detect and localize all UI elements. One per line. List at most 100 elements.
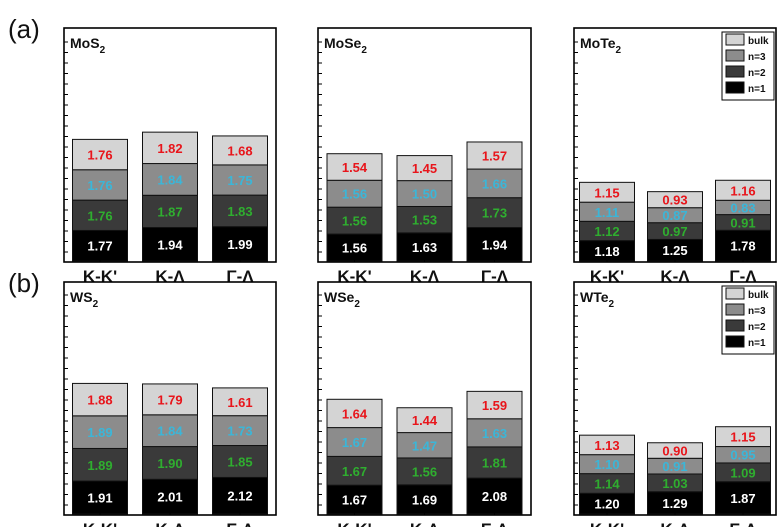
bar-value-label: 1.88 <box>87 393 112 408</box>
bar-segment <box>212 415 268 447</box>
bar-segment <box>72 447 128 482</box>
legend-swatch <box>725 65 745 78</box>
bar-value-label: 1.89 <box>87 425 112 440</box>
bar-segment <box>326 398 383 429</box>
panel-label-a: (a) <box>8 14 40 44</box>
panel-title: MoS2 <box>70 35 106 56</box>
bar-value-label: 1.14 <box>594 476 620 491</box>
bar-value-label: 1.53 <box>412 213 437 228</box>
bar-segment <box>466 168 523 199</box>
bar-segment <box>142 383 198 416</box>
x-tick-label: Γ-Λ <box>226 267 254 286</box>
bar-segment <box>647 442 703 459</box>
x-tick-label: K-Λ <box>660 267 690 286</box>
bar-value-label: 1.56 <box>342 187 367 202</box>
bar-value-label: 2.08 <box>482 489 507 504</box>
bar-segment <box>396 457 453 486</box>
bar-value-label: 1.56 <box>412 464 437 479</box>
chart-panel-4: WSe2 1.67 1.67 1.67 1.64 K-K' 1.69 1.56 1.47 1.44… <box>317 281 532 527</box>
bar-value-label: 2.12 <box>227 489 252 504</box>
legend-swatch <box>725 319 745 332</box>
bar-value-label: 1.90 <box>157 456 182 471</box>
panel-title: MoTe2 <box>580 35 622 56</box>
bar-value-label: 0.83 <box>730 200 755 215</box>
legend-swatch <box>725 303 745 316</box>
bar-segment <box>72 415 128 449</box>
bar-value-label: 0.97 <box>662 224 687 239</box>
bar-value-label: 1.94 <box>482 237 508 252</box>
bar-value-label: 0.95 <box>730 448 755 463</box>
bar-segment <box>326 427 383 457</box>
bar-segment <box>579 181 635 203</box>
bar-value-label: 1.63 <box>412 240 437 255</box>
x-tick-label: Γ-Λ <box>481 520 509 527</box>
bar-value-label: 1.84 <box>157 424 183 439</box>
bar-segment <box>72 229 128 262</box>
bar-value-label: 1.59 <box>482 398 507 413</box>
legend-label: n=1 <box>748 84 766 95</box>
bar-segment <box>466 390 523 420</box>
bar-segment <box>212 164 268 196</box>
bar-value-label: 1.85 <box>227 454 252 469</box>
x-tick-label: K-Λ <box>410 520 440 527</box>
bar-value-label: 1.67 <box>342 464 367 479</box>
bar-segment <box>466 197 523 229</box>
bar-value-label: 1.77 <box>87 239 112 254</box>
x-tick-label: K-Λ <box>155 520 185 527</box>
chart-panel-5: WTe2 1.20 1.14 1.10 1.13 K-K' 1.29 1.03 0.910.90… <box>573 281 777 527</box>
bar-segment <box>466 477 523 515</box>
bar-segment <box>715 481 771 515</box>
bar-segment <box>715 426 771 448</box>
bar-value-label: 1.15 <box>594 185 619 200</box>
chart-panel-2: MoTe21.181.121.111.15K-K'1.250.970.870.9… <box>573 27 777 286</box>
x-tick-label: K-K' <box>83 267 117 286</box>
x-tick-label: K-K' <box>337 267 371 286</box>
bar-value-label: 1.87 <box>730 491 755 506</box>
bar-value-label: 1.73 <box>482 206 507 221</box>
x-tick-label: Γ-Λ <box>729 520 757 527</box>
bar-value-label: 0.90 <box>662 444 687 459</box>
bar-value-label: 1.63 <box>482 426 507 441</box>
bar-value-label: 2.01 <box>157 490 182 505</box>
legend-swatch <box>725 33 745 46</box>
legend-label: n=3 <box>748 306 766 317</box>
legend-label: n=3 <box>748 52 766 63</box>
bar-value-label: 1.66 <box>482 176 507 191</box>
bar-value-label: 0.87 <box>662 208 687 223</box>
chart-panel-3: WS2 1.91 1.89 1.89 1.88 K-K' 2.01 1.90 1.84 1.79 K… <box>63 281 277 527</box>
bar-segment <box>72 138 128 171</box>
bar-value-label: 1.13 <box>594 438 619 453</box>
bar-value-label: 1.25 <box>662 243 687 258</box>
legend-swatch <box>725 335 745 348</box>
legend-swatch <box>725 49 745 62</box>
legend-label: bulk <box>748 36 769 47</box>
bar-value-label: 1.79 <box>157 392 182 407</box>
legend-label: n=2 <box>748 322 766 333</box>
bar-value-label: 1.61 <box>227 395 252 410</box>
bar-value-label: 1.16 <box>730 183 755 198</box>
panel-title: MoSe2 <box>324 35 367 56</box>
x-tick-label: Γ-Λ <box>729 267 757 286</box>
bar-segment <box>579 434 635 456</box>
bar-value-label: 1.64 <box>342 406 368 421</box>
panel-label-b: (b) <box>8 268 40 298</box>
bar-value-label: 1.81 <box>482 456 507 471</box>
bar-value-label: 1.87 <box>157 204 182 219</box>
bar-value-label: 1.50 <box>412 187 437 202</box>
panel-title: WSe2 <box>324 289 360 310</box>
bar-segment <box>212 445 268 478</box>
bar-segment <box>466 446 523 479</box>
legend-label: n=1 <box>748 338 766 349</box>
x-tick-label: Γ-Λ <box>226 520 254 527</box>
bar-value-label: 1.47 <box>412 438 437 453</box>
bar-value-label: 1.56 <box>342 214 367 229</box>
legend-label: bulk <box>748 290 769 301</box>
x-tick-label: K-K' <box>590 520 624 527</box>
legend-swatch <box>725 81 745 94</box>
bar-value-label: 1.75 <box>227 173 252 188</box>
bar-value-label: 1.56 <box>342 241 367 256</box>
bar-value-label: 1.84 <box>157 172 183 187</box>
bar-value-label: 1.45 <box>412 161 437 176</box>
bar-value-label: 1.76 <box>87 178 112 193</box>
bar-value-label: 1.68 <box>227 143 252 158</box>
